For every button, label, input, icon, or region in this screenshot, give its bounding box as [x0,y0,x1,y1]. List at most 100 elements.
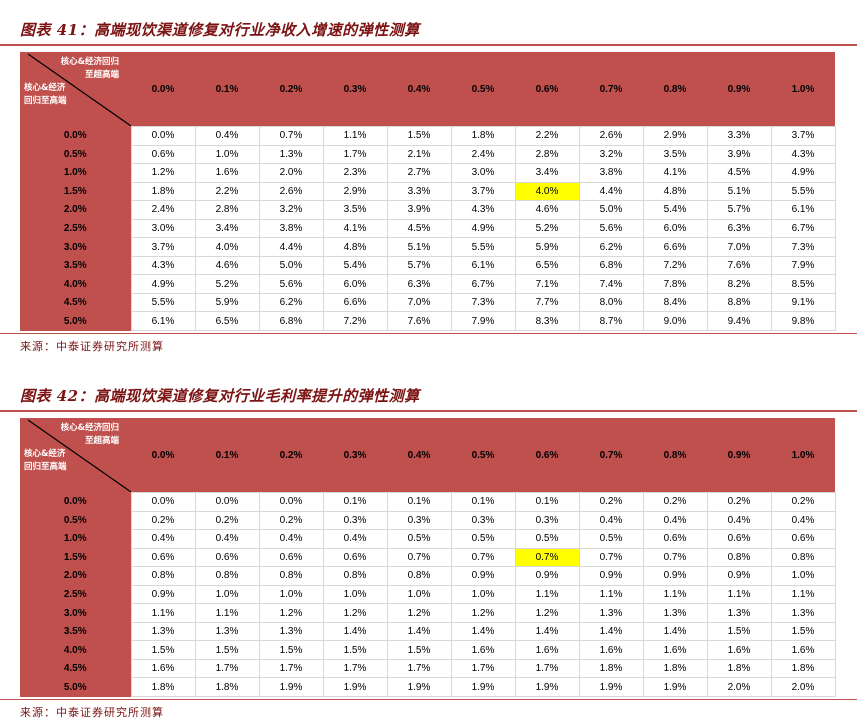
table-cell: 0.6% [642,529,708,549]
table-cell: 1.1% [130,603,196,623]
row-header: 2.5% [20,219,131,238]
table-row: 0.0% 0.0% 0.4% 0.7% 1.1% 1.5% 1.8% 2.2% 2.6% 2.9%… [20,126,836,146]
table-cell: 3.3% [706,126,772,146]
table-cell: 5.5% [450,237,516,257]
table-cell: 1.4% [514,621,580,642]
table-cell: 0.4% [258,529,324,549]
table-cell: 0.8% [322,566,388,586]
table-cell: 5.1% [706,181,772,202]
table-cell: 1.9% [578,677,644,698]
table-cell: 0.8% [386,566,452,586]
table-cell: 4.8% [642,181,708,202]
table-cell: 1.5% [386,126,452,146]
table-cell: 7.4% [578,274,644,294]
corner-bottom-line: 核心&经济 [24,449,66,459]
table-cell: 0.8% [770,547,836,568]
source-note: 来源：中泰证券研究所测算 [20,340,164,353]
column-header: 0.4% [387,52,451,127]
table-cell: 0.6% [770,529,836,549]
table-cell: 5.0% [258,255,324,276]
column-header: 0.3% [323,418,387,493]
column-header: 0.1% [195,52,259,127]
table-body: 核心&经济回归 至超高端 核心&经济 回归至高端 0.0% 0.1% 0.2% 0.3% 0.4… [20,52,836,332]
table-cell: 5.4% [642,200,708,220]
elasticity-table: 核心&经济回归 至超高端 核心&经济 回归至高端 0.0% 0.1% 0.2% 0.3% 0.4… [20,418,836,698]
table-cell: 6.6% [322,292,388,313]
table-cell: 1.0% [194,144,260,165]
table-cell: 9.1% [770,292,836,313]
table-cell: 0.6% [322,547,388,568]
table-cell: 1.2% [258,603,324,623]
table-cell: 1.4% [450,621,516,642]
table-cell: 7.2% [642,255,708,276]
table-cell: 4.9% [450,218,516,239]
table-cell: 2.0% [770,677,836,698]
table-cell: 5.5% [130,292,196,313]
table-cell: 2.2% [194,181,260,202]
table-cell: 0.4% [130,529,196,549]
table-cell: 2.9% [642,126,708,146]
table-cell: 1.3% [258,621,324,642]
table-cell: 0.6% [130,547,196,568]
table-cell: 6.3% [706,218,772,239]
corner-diagonal [27,53,131,126]
table-cell: 1.5% [706,621,772,642]
table-cell: 1.3% [258,144,324,165]
row-header: 5.0% [20,311,131,331]
table-cell: 1.0% [386,584,452,605]
column-header: 0.2% [259,418,323,493]
table-cell: 2.1% [386,144,452,165]
table-cell: 0.3% [450,510,516,531]
table-cell: 1.7% [450,658,516,679]
corner-diagonal [27,419,131,492]
table-cell: 3.8% [578,163,644,183]
table-cell: 5.1% [386,237,452,257]
row-header: 4.0% [20,640,131,660]
table-cell: 6.5% [194,311,260,332]
corner-top-line: 至超高端 [84,70,119,80]
elasticity-table-container: 核心&经济回归 至超高端 核心&经济 回归至高端 0.0% 0.1% 0.2% 0.3% 0.4… [20,52,836,332]
table-row: 4.5% 5.5% 5.9% 6.2% 6.6% 7.0% 7.3% 7.7% 8.0% 8.4%… [20,292,836,313]
table-row: 1.0% 1.2% 1.6% 2.0% 2.3% 2.7% 3.0% 3.4% 3.8% 4.1%… [20,163,836,183]
row-header: 0.0% [20,126,131,146]
table-row: 1.5% 0.6% 0.6% 0.6% 0.6% 0.7% 0.7% 0.7% 0.7% 0.7%… [20,547,836,568]
table-cell: 1.6% [706,640,772,660]
table-cell: 1.7% [322,144,388,165]
table-cell: 6.8% [258,311,324,332]
table-cell: 2.4% [450,144,516,165]
table-cell: 0.9% [642,566,708,586]
table-cell: 7.6% [386,311,452,332]
table-cell: 1.0% [258,584,324,605]
row-header: 3.0% [20,603,131,623]
table-cell: 8.4% [642,292,708,313]
table-cell: 0.4% [194,126,260,146]
table-cell: 3.5% [642,144,708,165]
table-cell: 3.2% [258,200,324,220]
table-cell: 1.8% [130,181,196,202]
table-cell: 3.5% [322,200,388,220]
table-row: 2.0% 0.8% 0.8% 0.8% 0.8% 0.8% 0.9% 0.9% 0.9% 0.9%… [20,566,836,586]
table-cell: 1.2% [130,163,196,183]
table-cell: 0.7% [258,126,324,146]
row-header: 3.5% [20,256,131,275]
table-cell: 0.2% [578,492,644,512]
column-header: 0.5% [451,418,515,493]
table-cell: 0.0% [130,492,196,512]
table-cell: 0.3% [514,510,580,531]
table-title: 图表 41：高端现饮渠道修复对行业净收入增速的弹性测算 [20,21,420,39]
table-cell: 4.1% [642,163,708,183]
table-cell: 3.9% [706,144,772,165]
table-cell: 5.9% [514,237,580,257]
column-header: 0.7% [579,418,643,493]
table-cell: 3.0% [130,218,196,239]
table-cell: 7.3% [770,237,836,257]
table-cell: 8.0% [578,292,644,313]
table-cell: 5.7% [706,200,772,220]
table-cell: 3.4% [194,218,260,239]
table-cell: 4.4% [578,181,644,202]
table-cell: 3.9% [386,200,452,220]
table-cell: 0.3% [386,510,452,531]
table-cell: 3.7% [130,237,196,257]
row-header: 3.0% [20,237,131,257]
column-header: 0.8% [643,418,707,493]
